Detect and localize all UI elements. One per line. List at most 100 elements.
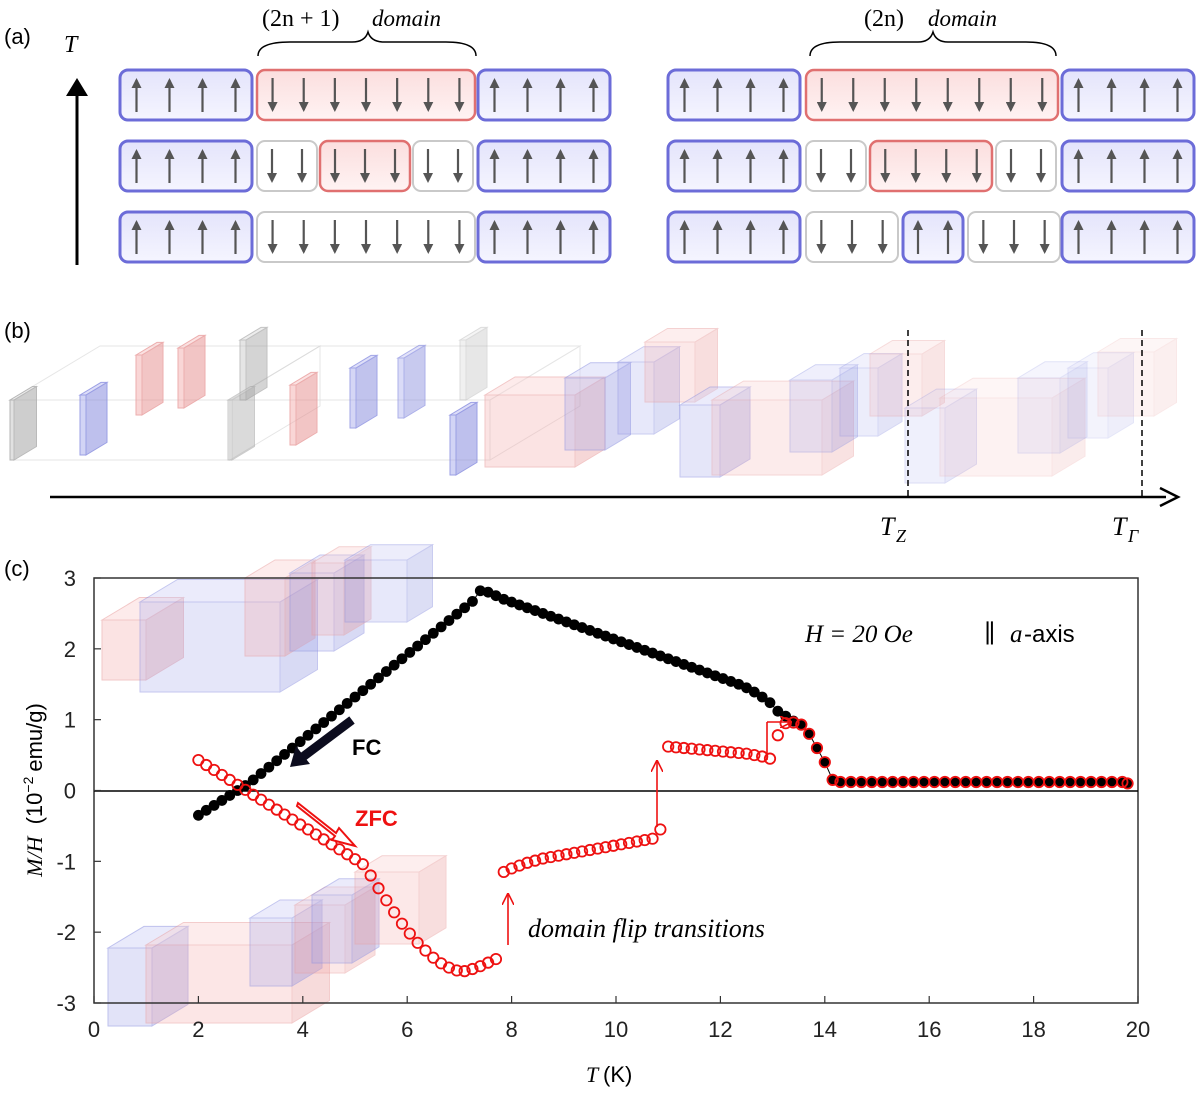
cube-top: [353, 855, 448, 873]
panel-c-cubes: [100, 543, 448, 1027]
fc-point: [981, 776, 993, 788]
cube-front: [239, 339, 247, 401]
zfc-point: [709, 744, 722, 757]
fc-point: [365, 678, 377, 690]
zfc-point: [528, 854, 542, 867]
cube-side: [1059, 360, 1088, 454]
zfc-point: [513, 859, 526, 872]
zfc-point: [630, 835, 643, 848]
zfc-point: [716, 745, 730, 758]
zfc-point: [654, 823, 667, 836]
zfc-point: [732, 746, 745, 760]
domain-box: [1060, 68, 1196, 122]
cube-top: [343, 544, 435, 561]
zfc-point: [450, 964, 463, 977]
fc-point: [756, 691, 768, 703]
cube-top: [310, 546, 373, 564]
axis-note-symbol: ∥: [984, 621, 996, 648]
domain-box: [118, 210, 254, 264]
cube-side: [231, 385, 255, 461]
zfc-point: [740, 747, 753, 760]
zfc-point: [442, 961, 456, 974]
axis-note-variable: a: [1010, 621, 1023, 648]
red-domain-cube: [144, 921, 332, 1024]
zfc-point: [583, 843, 597, 857]
y-tick-label: -3: [56, 991, 76, 1016]
red-domain-cube: [176, 334, 207, 409]
fc-point: [1064, 776, 1076, 788]
zfc-point: [372, 882, 385, 895]
blue-domain-cube: [563, 361, 633, 451]
y-axis-unit-exp: −2: [20, 776, 36, 792]
red-domain-cube: [1096, 337, 1179, 417]
y-axis-label-main: M/H: [22, 835, 47, 877]
fc-point: [216, 795, 228, 806]
fc-point: [1033, 776, 1045, 788]
tg-subscript: Γ: [1127, 526, 1139, 546]
fc-point: [388, 659, 400, 671]
fc-point: [271, 755, 283, 767]
domain-box: [1060, 210, 1196, 264]
cube-front: [79, 394, 87, 456]
cube-front: [9, 399, 15, 461]
fc-point: [991, 776, 1003, 788]
cube-side: [85, 381, 108, 456]
domain-box: [995, 140, 1057, 192]
panel-b-label: (b): [4, 318, 31, 343]
y-tick-label: 0: [64, 779, 76, 804]
zfc-point: [521, 856, 534, 869]
x-tick-label: 4: [297, 1017, 309, 1042]
cube-front: [711, 399, 823, 476]
fc-point: [1085, 776, 1097, 788]
tz-label: T: [880, 512, 896, 541]
fc-point: [803, 728, 815, 740]
odd-domain-title-main: (2n + 1): [262, 6, 340, 32]
cube-front: [244, 577, 286, 657]
fc-point: [1106, 776, 1118, 788]
cube-side: [183, 334, 206, 409]
fc-arrow-shaft: [297, 716, 355, 763]
y-tick-label: 2: [64, 637, 76, 662]
x-axis-label: T: [586, 1062, 600, 1087]
fc-point: [929, 776, 940, 788]
fc-point: [224, 790, 236, 801]
cube-side: [921, 339, 945, 417]
fc-point: [897, 776, 909, 788]
gray-domain-slab: [228, 345, 582, 461]
zfc-point: [795, 718, 808, 731]
domain-box: [476, 210, 612, 264]
red-domain-cube: [100, 596, 186, 681]
red-domain-cube: [353, 854, 448, 945]
zfc-point: [1116, 775, 1129, 789]
fc-point: [412, 640, 424, 652]
cube-front: [135, 354, 143, 416]
zfc-point: [693, 743, 706, 756]
odd-domain-brace: [257, 29, 477, 57]
blue-domain-cube: [448, 401, 479, 476]
domain-box: [666, 139, 802, 193]
cube-front: [139, 601, 281, 693]
zfc-point: [505, 862, 518, 875]
data-series: [192, 585, 1134, 978]
blue-domain-cube: [348, 354, 379, 429]
domain-flip-annotation: domain flip transitions: [528, 914, 765, 943]
zfc-point: [1121, 777, 1134, 790]
cube-front: [227, 399, 233, 461]
blue-domain-cube: [106, 925, 190, 1027]
tg-label: T: [1112, 512, 1128, 541]
fc-point: [318, 717, 330, 728]
fc-point: [396, 653, 408, 665]
cube-top: [8, 345, 322, 401]
cube-side: [821, 380, 854, 476]
domain-box: [412, 140, 474, 192]
panel-a-axis-arrowhead: [66, 78, 88, 96]
zfc-point: [575, 845, 589, 858]
cube-front: [349, 367, 357, 429]
zfc-point: [615, 838, 628, 851]
zfc-point: [419, 944, 432, 957]
y-axis-unit-close: emu/g): [22, 703, 47, 771]
zfc-point: [395, 917, 409, 930]
blue-domain-cube: [248, 899, 324, 987]
blue-domain-cube: [343, 543, 435, 623]
zfc-point: [810, 741, 824, 755]
